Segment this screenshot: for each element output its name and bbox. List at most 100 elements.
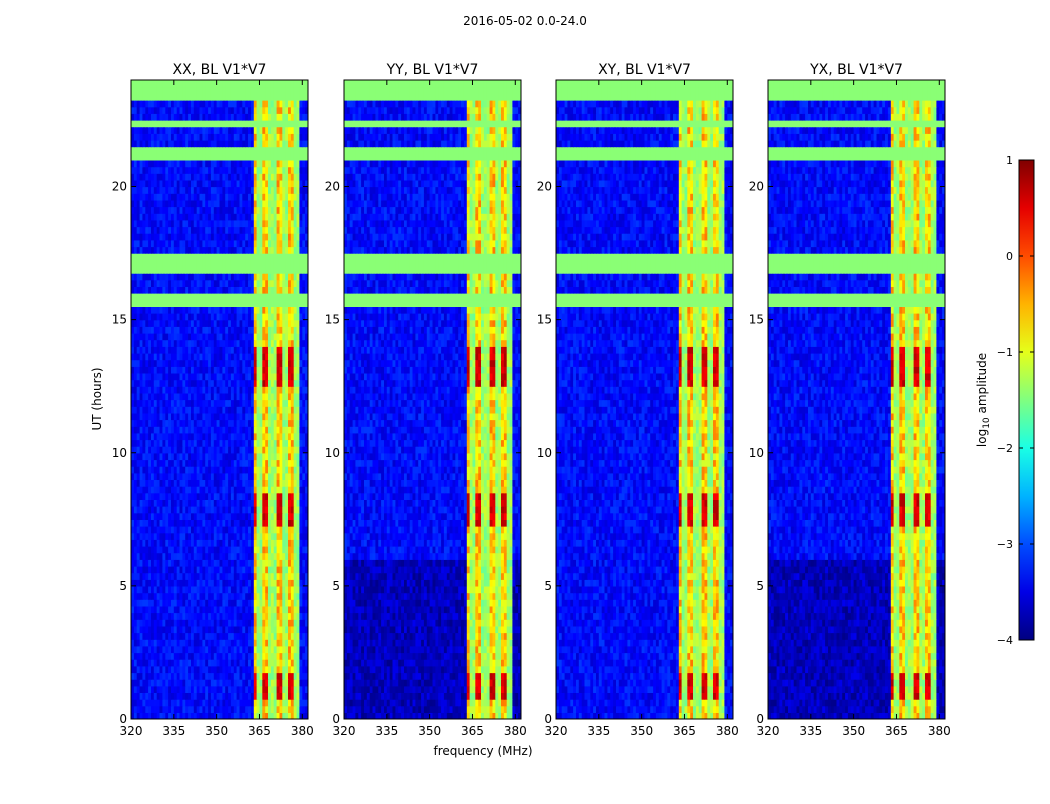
heatmap-cell: [216, 253, 221, 261]
heatmap-cell: [213, 512, 218, 520]
heatmap-cell: [242, 266, 246, 274]
heatmap-cell: [288, 306, 292, 314]
heatmap-cell: [288, 639, 292, 647]
heatmap-cell: [162, 246, 166, 254]
heatmap-cell: [256, 426, 261, 434]
heatmap-cell: [188, 359, 192, 367]
heatmap-cell: [153, 219, 158, 228]
heatmap-cell: [162, 439, 166, 447]
heatmap-cell: [168, 659, 172, 667]
heatmap-cell: [193, 379, 198, 387]
heatmap-cell: [159, 219, 163, 228]
heatmap-cell: [142, 432, 146, 441]
heatmap-cell: [151, 705, 155, 713]
heatmap-cell: [239, 499, 243, 507]
heatmap-cell: [205, 226, 209, 234]
heatmap-cell: [239, 299, 243, 307]
heatmap-cell: [182, 186, 186, 194]
heatmap-cell: [199, 612, 203, 620]
heatmap-cell: [305, 299, 308, 307]
heatmap-cell: [216, 685, 221, 693]
heatmap-cell: [222, 233, 226, 241]
heatmap-cell: [202, 279, 206, 287]
heatmap-cell: [165, 279, 169, 287]
heatmap-cell: [239, 705, 243, 713]
heatmap-cell: [208, 279, 212, 287]
heatmap-cell: [273, 712, 278, 719]
heatmap-cell: [245, 412, 249, 421]
heatmap-cell: [270, 326, 275, 334]
heatmap-cell: [165, 532, 169, 540]
heatmap-cell: [173, 306, 178, 314]
heatmap-cell: [131, 392, 135, 401]
heatmap-cell: [245, 339, 249, 347]
heatmap-cell: [228, 432, 232, 441]
heatmap-cell: [139, 246, 144, 254]
heatmap-cell: [182, 213, 186, 221]
heatmap-cell: [171, 572, 175, 580]
heatmap-cell: [268, 226, 272, 234]
heatmap-cell: [276, 352, 281, 361]
heatmap-cell: [210, 199, 215, 208]
heatmap-cell: [176, 579, 181, 587]
heatmap-cell: [276, 346, 281, 354]
heatmap-cell: [136, 645, 141, 654]
heatmap-cell: [248, 699, 252, 707]
heatmap-cell: [188, 699, 192, 707]
heatmap-cell: [168, 506, 172, 514]
heatmap-cell: [145, 579, 149, 587]
heatmap-cell: [270, 685, 275, 693]
heatmap-cell: [293, 286, 298, 294]
heatmap-cell: [290, 545, 295, 554]
heatmap-cell: [213, 532, 218, 540]
heatmap-cell: [199, 412, 203, 421]
heatmap-cell: [259, 659, 263, 667]
heatmap-cell: [173, 685, 178, 693]
heatmap-cell: [290, 625, 295, 634]
heatmap-cell: [159, 406, 163, 414]
heatmap-cell: [233, 432, 238, 441]
heatmap-cell: [265, 486, 269, 494]
heatmap-cell: [248, 332, 252, 341]
heatmap-cell: [268, 273, 272, 281]
heatmap-cell: [242, 645, 246, 654]
heatmap-cell: [239, 446, 243, 454]
heatmap-cell: [253, 412, 258, 421]
heatmap-cell: [288, 193, 292, 201]
heatmap-cell: [222, 459, 226, 467]
heatmap-cell: [248, 399, 252, 407]
heatmap-cell: [250, 466, 255, 474]
heatmap-cell: [205, 665, 209, 674]
heatmap-cell: [131, 499, 135, 507]
heatmap-cell: [142, 306, 146, 314]
heatmap-cell: [188, 492, 192, 500]
heatmap-cell: [230, 599, 235, 607]
heatmap-cell: [265, 585, 269, 594]
heatmap-cell: [162, 486, 166, 494]
heatmap-cell: [282, 699, 286, 707]
heatmap-cell: [153, 253, 158, 261]
heatmap-cell: [228, 253, 232, 261]
heatmap-cell: [228, 366, 232, 374]
heatmap-cell: [253, 472, 258, 480]
heatmap-cell: [239, 692, 243, 700]
heatmap-cell: [188, 193, 192, 201]
heatmap-cell: [276, 259, 281, 267]
heatmap-cell: [253, 186, 258, 194]
heatmap-cell: [171, 472, 175, 480]
heatmap-cell: [228, 313, 232, 321]
heatmap-cell: [250, 545, 255, 554]
heatmap-cell: [228, 479, 232, 487]
heatmap-cell: [188, 672, 192, 680]
heatmap-cell: [242, 679, 246, 687]
heatmap-cell: [159, 379, 163, 387]
heatmap-cell: [250, 293, 255, 301]
heatmap-cell: [208, 299, 212, 307]
heatmap-cell: [171, 639, 175, 647]
heatmap-cell: [182, 659, 186, 667]
heatmap-cell: [248, 319, 252, 327]
heatmap-cell: [256, 579, 261, 587]
heatmap-cell: [282, 319, 286, 327]
heatmap-cell: [179, 579, 183, 587]
heatmap-cell: [205, 293, 209, 301]
